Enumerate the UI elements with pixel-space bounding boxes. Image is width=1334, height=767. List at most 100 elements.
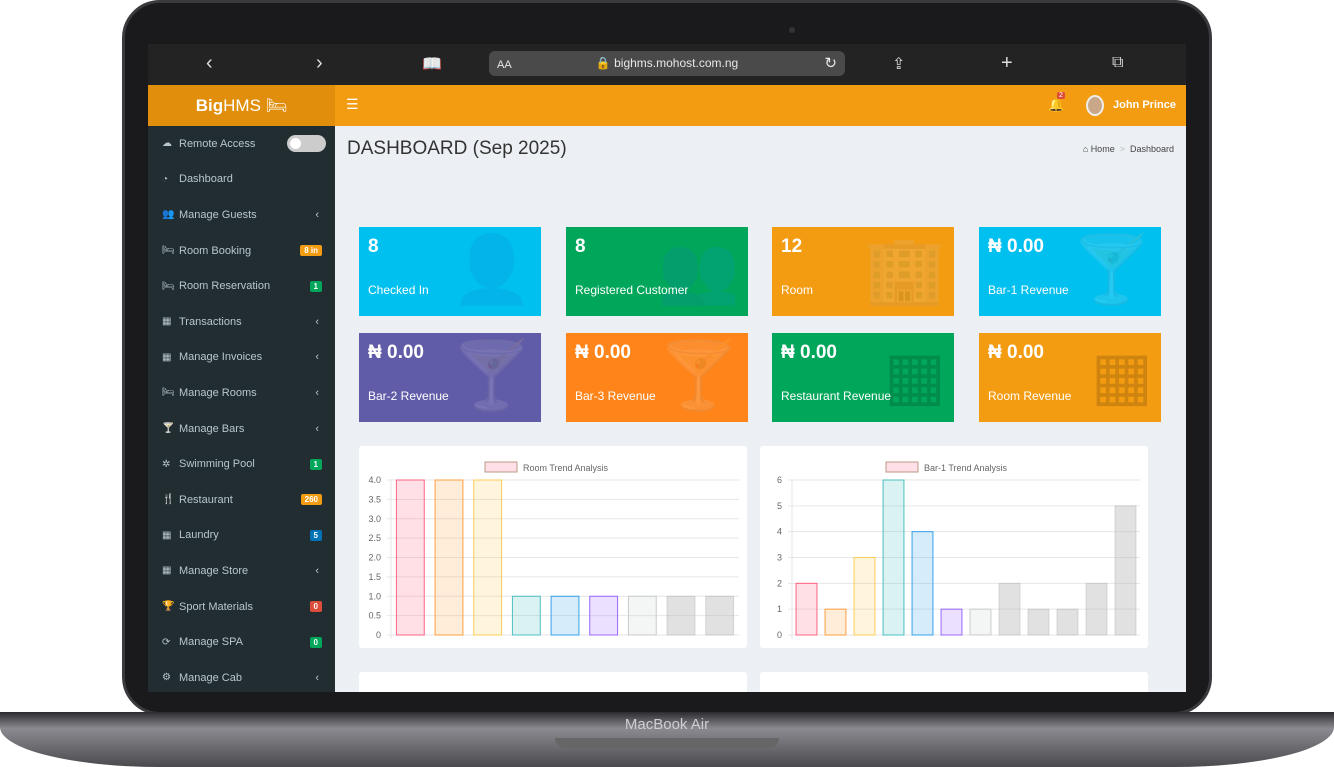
chevron-left-icon: ‹ xyxy=(315,208,319,221)
bar[interactable] xyxy=(998,582,1021,636)
notification-badge: 2 xyxy=(1057,92,1065,99)
bar[interactable] xyxy=(1085,582,1108,636)
stat-card-registered-customer[interactable]: 👥 8 Registered Customer xyxy=(566,227,748,316)
y-tick-label: 2.5 xyxy=(368,533,381,543)
stat-card-restaurant-revenue[interactable]: ▦ ₦ 0.00 Restaurant Revenue xyxy=(772,333,954,422)
stat-card-room-revenue[interactable]: ▦ ₦ 0.00 Room Revenue xyxy=(979,333,1161,422)
sidebar-item-label: Room Booking xyxy=(179,244,252,257)
bed-icon: 🛏 xyxy=(162,280,175,292)
cocktail-icon: 🍸 xyxy=(450,338,533,412)
address-bar[interactable]: AA 🔒 bighms.mohost.com.ng ↻ xyxy=(489,51,845,76)
back-icon[interactable]: ‹ xyxy=(206,52,213,74)
building-icon: 🏢 xyxy=(863,232,946,306)
bar[interactable] xyxy=(511,595,541,636)
bar[interactable] xyxy=(969,608,992,636)
avatar[interactable] xyxy=(1086,95,1104,116)
sidebar-item-room-reservation[interactable]: 🛏 Room Reservation 1 xyxy=(148,268,335,304)
bar[interactable] xyxy=(434,479,464,636)
sidebar-item-sport-materials[interactable]: 🏆 Sport Materials 0 xyxy=(148,589,335,625)
sidebar-item-manage-spa[interactable]: ⟳ Manage SPA 0 xyxy=(148,624,335,660)
user-name[interactable]: John Prince xyxy=(1113,99,1176,111)
y-tick-label: 1 xyxy=(777,604,782,614)
menu-toggle-icon[interactable]: ☰ xyxy=(346,96,359,112)
calculator-icon: ▦ xyxy=(1090,338,1153,412)
sidebar-item-manage-invoices[interactable]: ▦ Manage Invoices ‹ xyxy=(148,340,335,376)
bell-icon: 🔔 xyxy=(1048,97,1065,112)
bar[interactable] xyxy=(666,595,696,636)
sidebar-item-label: Manage Invoices xyxy=(179,351,263,364)
bar[interactable] xyxy=(911,531,934,636)
sidebar-item-room-booking[interactable]: 🛏 Room Booking 8 in xyxy=(148,233,335,269)
bar[interactable] xyxy=(824,608,847,636)
chevron-left-icon: ‹ xyxy=(315,422,319,435)
bed-icon: 🛏 xyxy=(162,387,175,399)
stat-card-room[interactable]: 🏢 12 Room xyxy=(772,227,954,316)
text-size-button[interactable]: AA xyxy=(497,59,512,71)
sidebar-item-laundry[interactable]: ▦ Laundry 5 xyxy=(148,518,335,554)
bar[interactable] xyxy=(589,595,619,636)
share-icon[interactable]: ⇪ xyxy=(892,56,906,73)
table-icon: ▦ xyxy=(162,565,172,577)
reload-icon[interactable]: ↻ xyxy=(824,55,837,72)
bar[interactable] xyxy=(705,595,735,636)
sidebar-item-manage-cab[interactable]: ⚙ Manage Cab ‹ xyxy=(148,660,335,692)
count-badge: 1 xyxy=(309,280,322,292)
bar[interactable] xyxy=(473,479,503,636)
sidebar-item-label: Manage Bars xyxy=(179,422,245,435)
cocktail-icon: 🍸 xyxy=(657,338,740,412)
sidebar-item-restaurant[interactable]: 🍴 Restaurant 260 xyxy=(148,482,335,518)
count-badge: 0 xyxy=(309,636,322,648)
bar1-trend-chart: Bar-1 Trend Analysis 0 1 2 3 4 5 6 xyxy=(760,446,1148,648)
y-tick-label: 4.0 xyxy=(368,475,381,485)
stat-card-bar-3-revenue[interactable]: 🍸 ₦ 0.00 Bar-3 Revenue xyxy=(566,333,748,422)
sidebar-item-manage-guests[interactable]: 👥 Manage Guests ‹ xyxy=(148,197,335,233)
bar[interactable] xyxy=(853,557,876,636)
stat-card-bar-1-revenue[interactable]: 🍸 ₦ 0.00 Bar-1 Revenue xyxy=(979,227,1161,316)
cutlery-icon: 🍴 xyxy=(162,494,175,506)
bar[interactable] xyxy=(795,582,818,636)
new-tab-icon[interactable]: + xyxy=(1001,52,1013,74)
breadcrumb-home[interactable]: Home xyxy=(1090,144,1115,154)
sidebar-item-manage-rooms[interactable]: 🛏 Manage Rooms ‹ xyxy=(148,375,335,411)
stat-value: 8 xyxy=(575,236,586,257)
stat-label: Room xyxy=(781,283,814,297)
bookmarks-icon[interactable]: 📖 xyxy=(422,56,442,73)
chevron-left-icon: ‹ xyxy=(315,671,319,684)
bar[interactable] xyxy=(1056,608,1079,636)
count-badge: 8 in xyxy=(300,245,322,257)
device-label: MacBook Air xyxy=(624,716,710,733)
stat-card-checked-in[interactable]: 👤 8 Checked In xyxy=(359,227,541,316)
cocktail-icon: 🍸 xyxy=(1070,232,1153,306)
sidebar-item-label: Manage Store xyxy=(179,564,249,577)
sidebar-item-dashboard[interactable]: ◔ Dashboard xyxy=(148,162,335,198)
forward-icon[interactable]: › xyxy=(316,52,323,74)
bar[interactable] xyxy=(882,479,905,636)
sidebar-item-swimming-pool[interactable]: ✲ Swimming Pool 1 xyxy=(148,446,335,482)
bar[interactable] xyxy=(1114,505,1137,636)
sidebar: ☁ Remote Access ◔ Dashboard 👥 Manage Guests ‹ 🛏… xyxy=(148,126,335,692)
stat-value: ₦ 0.00 xyxy=(781,342,837,363)
chevron-left-icon: ‹ xyxy=(315,315,319,328)
legend-label: Room Trend Analysis xyxy=(523,463,609,473)
tabs-icon[interactable]: ⧉ xyxy=(1112,54,1124,71)
legend-label: Bar-1 Trend Analysis xyxy=(924,463,1008,473)
notifications-button[interactable]: 🔔 2 xyxy=(1048,92,1065,113)
y-tick-label: 4 xyxy=(777,527,782,537)
sidebar-item-transactions[interactable]: ▦ Transactions ‹ xyxy=(148,304,335,340)
y-tick-label: 0.5 xyxy=(368,611,381,621)
bar[interactable] xyxy=(395,479,425,636)
y-tick-label: 3 xyxy=(777,553,782,563)
url-text: bighms.mohost.com.ng xyxy=(614,56,739,70)
sidebar-item-manage-bars[interactable]: 🍸 Manage Bars ‹ xyxy=(148,411,335,447)
bar[interactable] xyxy=(940,608,963,636)
sidebar-item-remote-access[interactable]: ☁ Remote Access xyxy=(148,126,335,162)
bar[interactable] xyxy=(1027,608,1050,636)
bar[interactable] xyxy=(627,595,657,636)
bar[interactable] xyxy=(550,595,580,636)
home-icon: ⌂ xyxy=(1082,144,1089,154)
logo[interactable]: BigHMS 🛏 xyxy=(148,85,335,126)
stat-card-bar-2-revenue[interactable]: 🍸 ₦ 0.00 Bar-2 Revenue xyxy=(359,333,541,422)
table-icon: ▦ xyxy=(162,529,172,541)
sidebar-item-manage-store[interactable]: ▦ Manage Store ‹ xyxy=(148,553,335,589)
remote-access-toggle[interactable] xyxy=(287,135,326,153)
